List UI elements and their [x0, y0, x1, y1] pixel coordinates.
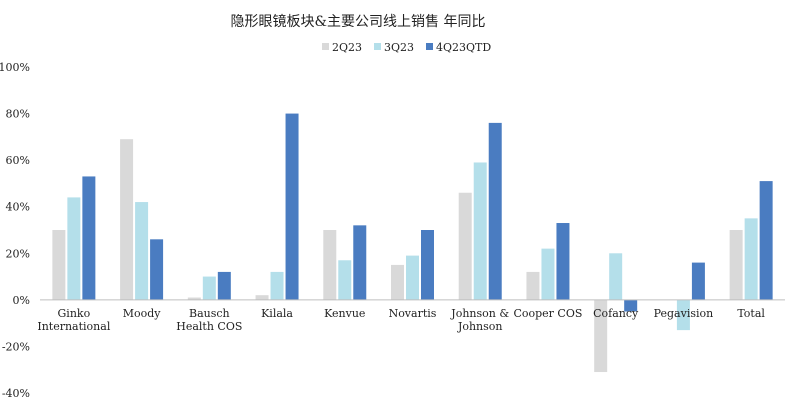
y-tick-label: -40%	[2, 387, 30, 400]
bar-3Q23	[270, 271, 284, 300]
bar-group	[187, 271, 231, 300]
y-tick-label: 100%	[0, 61, 30, 74]
category-label: Health COS	[176, 320, 242, 333]
bar-2Q23	[526, 271, 540, 300]
y-tick-label: 60%	[6, 154, 30, 167]
bar-3Q23	[744, 218, 758, 300]
category-label: Total	[737, 307, 765, 320]
bar-group	[323, 225, 367, 300]
category-label: International	[37, 320, 110, 333]
legend-label: 2Q23	[332, 41, 362, 54]
y-tick-label: 80%	[6, 108, 30, 121]
bar-2Q23	[255, 295, 269, 300]
bar-2Q23	[594, 299, 608, 373]
bar-group	[526, 223, 570, 300]
bar-4Q23QTD	[353, 225, 367, 300]
bar-groups	[52, 113, 773, 373]
y-tick-label: 20%	[6, 247, 30, 260]
bar-3Q23	[338, 260, 352, 300]
bar-2Q23	[729, 230, 743, 300]
category-label: Pegavision	[654, 307, 714, 320]
legend-item: 4Q23QTD	[426, 41, 491, 54]
bar-2Q23	[323, 230, 337, 300]
bar-4Q23QTD	[759, 181, 773, 300]
bar-4Q23QTD	[556, 223, 570, 300]
bar-3Q23	[67, 197, 81, 300]
bar-2Q23	[458, 192, 472, 300]
legend-label: 3Q23	[384, 41, 414, 54]
category-label: Kenvue	[324, 307, 365, 320]
bar-group	[661, 262, 705, 331]
bar-4Q23QTD	[150, 239, 164, 300]
category-label: Novartis	[389, 307, 437, 320]
chart-title: 隐形眼镜板块&主要公司线上销售 年同比	[231, 14, 486, 30]
bar-group	[729, 181, 773, 300]
bar-2Q23	[52, 230, 66, 300]
category-label: Cooper COS	[513, 307, 582, 320]
bar-3Q23	[473, 162, 487, 300]
bar-3Q23	[676, 299, 690, 331]
y-tick-label: 40%	[6, 201, 30, 214]
legend-item: 2Q23	[322, 41, 362, 54]
category-label: Ginko	[58, 307, 91, 320]
legend-item: 3Q23	[374, 41, 414, 54]
bar-group	[52, 176, 96, 300]
bar-3Q23	[406, 255, 419, 300]
category-label: Moody	[123, 307, 162, 320]
bar-3Q23	[202, 276, 216, 300]
bar-4Q23QTD	[691, 262, 705, 300]
bar-3Q23	[135, 202, 149, 300]
bar-4Q23QTD	[285, 113, 299, 300]
category-label: Johnson &	[450, 307, 509, 320]
bar-2Q23	[391, 264, 404, 300]
legend-swatch	[426, 43, 433, 50]
category-label: Kilala	[261, 307, 293, 320]
bar-group	[120, 139, 164, 300]
legend-swatch	[374, 43, 381, 50]
bar-2Q23	[187, 297, 201, 300]
bar-group	[255, 113, 299, 300]
y-tick-label: 0%	[13, 294, 30, 307]
bar-3Q23	[541, 248, 555, 300]
bar-2Q23	[120, 139, 134, 300]
bar-4Q23QTD	[217, 271, 231, 300]
bar-4Q23QTD	[82, 176, 96, 300]
y-axis-tick-labels: -40% -20% 0% 20% 40% 60% 80% 100%	[0, 61, 30, 400]
legend-label: 4Q23QTD	[436, 41, 491, 54]
legend-swatch	[322, 43, 329, 50]
legend: 2Q23 3Q23 4Q23QTD	[322, 41, 491, 54]
category-label: Cofancy	[593, 307, 639, 320]
bar-group	[391, 230, 434, 300]
y-tick-label: -20%	[2, 340, 30, 353]
category-label: Bausch	[189, 307, 230, 320]
category-label: Johnson	[457, 320, 503, 333]
bar-group	[594, 253, 638, 373]
bar-4Q23QTD	[624, 299, 638, 312]
bar-4Q23QTD	[421, 230, 434, 300]
bar-3Q23	[609, 253, 623, 300]
bar-4Q23QTD	[488, 122, 502, 300]
bar-group	[458, 122, 502, 300]
